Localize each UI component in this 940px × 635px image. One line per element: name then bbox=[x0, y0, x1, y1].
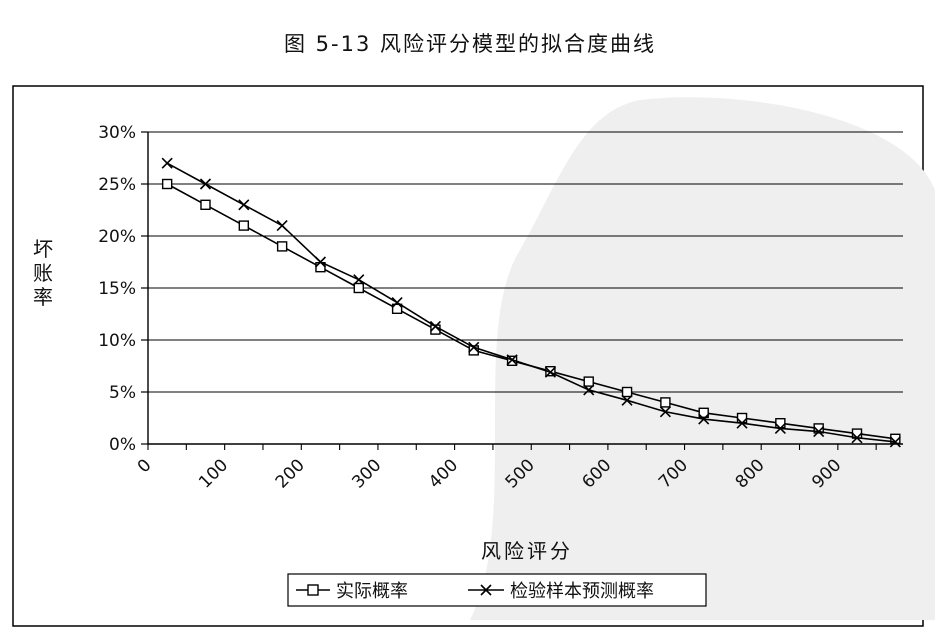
data-point bbox=[890, 433, 901, 444]
data-point bbox=[659, 406, 671, 418]
data-point bbox=[353, 282, 364, 294]
data-point bbox=[161, 178, 173, 190]
data-point bbox=[468, 345, 479, 356]
data-point bbox=[698, 407, 709, 418]
data-point bbox=[583, 384, 595, 396]
data-point bbox=[660, 397, 671, 408]
gridlines bbox=[148, 131, 903, 393]
data-point bbox=[698, 413, 710, 425]
y-axis-title: 坏 账 率 bbox=[33, 237, 53, 309]
y-tick-label: 25% bbox=[98, 175, 136, 195]
series-layer bbox=[161, 157, 901, 448]
data-point bbox=[391, 303, 403, 314]
data-point bbox=[276, 241, 288, 252]
legend-x-marker-icon bbox=[480, 584, 492, 596]
y-tick-label: 15% bbox=[98, 279, 136, 299]
data-point bbox=[889, 436, 901, 448]
y-tick-label: 5% bbox=[109, 383, 136, 403]
y-tick-label: 0% bbox=[109, 435, 136, 455]
data-point bbox=[813, 423, 824, 434]
legend-square-marker-icon bbox=[307, 584, 319, 596]
legend-label-actual: 实际概率 bbox=[336, 581, 408, 602]
y-axis-ticks: 0% 5% 10% 15% 20% 25% 30% bbox=[98, 123, 148, 455]
data-point bbox=[544, 366, 556, 378]
data-point bbox=[238, 220, 250, 231]
y-axis-title-char-3: 率 bbox=[33, 285, 53, 309]
data-point bbox=[506, 354, 518, 366]
data-point bbox=[238, 199, 250, 211]
y-tick-label: 10% bbox=[98, 331, 136, 351]
data-point bbox=[276, 220, 288, 232]
series-line bbox=[166, 162, 896, 443]
data-point bbox=[621, 394, 633, 406]
data-point bbox=[161, 157, 173, 169]
data-point bbox=[736, 417, 748, 429]
data-point bbox=[851, 432, 863, 444]
data-point bbox=[391, 296, 403, 309]
data-point bbox=[200, 199, 211, 211]
data-point bbox=[199, 178, 212, 190]
x-tick-label: 0 bbox=[134, 455, 156, 477]
y-tick-label: 20% bbox=[98, 227, 136, 247]
x-tick-label: 100 bbox=[195, 455, 232, 492]
data-point bbox=[429, 320, 442, 333]
legend: 实际概率 检验样本预测概率 bbox=[287, 573, 707, 607]
data-point bbox=[583, 376, 594, 387]
legend-label-predicted: 检验样本预测概率 bbox=[510, 581, 654, 602]
data-point bbox=[621, 386, 633, 398]
series-predicted bbox=[161, 157, 901, 448]
y-axis-title-char-1: 坏 bbox=[33, 237, 53, 261]
data-point bbox=[813, 425, 825, 438]
figure-title: 图 5-13 风险评分模型的拟合度曲线 bbox=[283, 32, 656, 56]
data-point bbox=[774, 422, 786, 434]
x-tick-label: 400 bbox=[425, 455, 462, 492]
data-point bbox=[353, 274, 365, 286]
x-tick-label: 300 bbox=[348, 455, 385, 492]
y-tick-label: 30% bbox=[98, 123, 136, 143]
x-tick-label: 200 bbox=[272, 455, 309, 492]
data-point bbox=[314, 256, 327, 268]
y-axis-title-char-2: 账 bbox=[33, 261, 53, 285]
x-axis-title: 风险评分 bbox=[481, 539, 573, 563]
watermark-area bbox=[470, 97, 935, 620]
data-point bbox=[468, 341, 480, 353]
